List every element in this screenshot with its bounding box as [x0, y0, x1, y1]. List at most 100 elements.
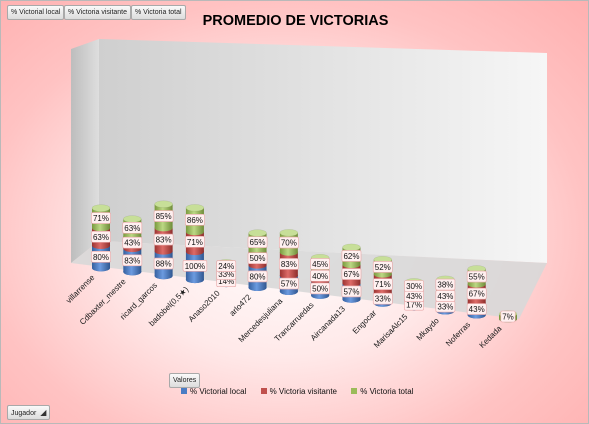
- data-label: 71%: [93, 214, 109, 223]
- field-button-victoria-total[interactable]: % Victoria total: [131, 5, 186, 20]
- data-label: 14%: [218, 277, 234, 286]
- bar-segment-cap: [92, 242, 110, 250]
- x-tick-label: villarrense: [64, 273, 97, 306]
- data-label: 43%: [469, 305, 485, 314]
- legend-swatch-blue: [181, 388, 187, 394]
- bar-segment-cap: [342, 280, 361, 287]
- data-label-bg: [247, 270, 268, 283]
- data-label: 7%: [502, 313, 514, 322]
- field-button-valores[interactable]: Valores: [169, 373, 201, 388]
- data-label: 33%: [437, 303, 453, 312]
- field-button-victorial-local[interactable]: % Victorial local: [7, 5, 65, 20]
- data-label: 65%: [250, 238, 266, 247]
- data-label: 57%: [281, 280, 297, 289]
- data-label: 33%: [375, 295, 391, 304]
- data-label-bg: [466, 270, 487, 283]
- legend-item-victoria-total: % Victoria total: [351, 387, 413, 396]
- bar-top: [279, 229, 299, 237]
- plot-area: 80% 63% 71% 83% 43% 63% 88% 83% 85% 100% 71% 86% 14%…: [64, 39, 547, 350]
- legend-label: % Victorial local: [190, 387, 247, 396]
- bar-segment-cap: [154, 224, 173, 232]
- bar-top: [91, 204, 111, 212]
- bar-segment-cap: [279, 288, 298, 295]
- data-label-bg: [341, 268, 362, 280]
- data-label-bg: [341, 285, 362, 298]
- data-label-bg: [247, 236, 268, 248]
- field-button-victoria-visitante[interactable]: % Victoria visitante: [64, 5, 132, 20]
- data-label-bg: [404, 280, 424, 292]
- data-label-bg: [91, 212, 111, 224]
- data-label: 55%: [469, 273, 485, 282]
- data-label: 17%: [406, 301, 422, 310]
- data-label: 63%: [124, 224, 140, 233]
- x-tick-label: Aircanada13: [309, 304, 348, 343]
- legend-item-victorial-local: % Victorial local: [181, 387, 246, 396]
- x-tick-label: Kedada: [478, 324, 504, 350]
- bar-segment-cap: [185, 276, 204, 284]
- data-label: 70%: [281, 239, 297, 248]
- data-label: 80%: [250, 272, 266, 281]
- bar-top: [123, 215, 142, 223]
- legend-label: % Victoria total: [360, 387, 414, 396]
- bar-segment-cap: [123, 268, 142, 276]
- legend: % Victorial local % Victoria visitante %…: [181, 387, 425, 396]
- data-label-bg: [185, 214, 205, 226]
- bar-stacks: 80% 63% 71% 83% 43% 63% 88% 83% 85% 100% 71% 86% 14%…: [91, 200, 518, 323]
- data-label: 80%: [93, 253, 109, 262]
- bar-stack: [154, 200, 173, 280]
- data-label: 38%: [437, 281, 453, 290]
- bar-segment-cap: [467, 280, 486, 288]
- data-label: 43%: [406, 292, 422, 301]
- bar-segment-cap: [248, 284, 267, 292]
- data-label-bg: [466, 287, 487, 300]
- data-label-bg: [278, 236, 299, 249]
- jugador-label: Jugador: [11, 410, 37, 417]
- data-label: 57%: [343, 287, 359, 296]
- data-label-bg: [310, 282, 331, 295]
- bar-top: [154, 200, 173, 208]
- data-label-bg: [341, 250, 362, 262]
- data-label: 24%: [218, 262, 234, 271]
- bar-top: [185, 204, 205, 212]
- data-label: 40%: [312, 272, 328, 281]
- data-label-bg: [182, 259, 208, 272]
- bar-segment-cap: [279, 248, 298, 256]
- data-label-bg: [372, 292, 393, 305]
- side-wall: [71, 39, 99, 263]
- data-label: 43%: [124, 239, 140, 248]
- data-label-bg: [310, 270, 331, 282]
- data-label-bg: [91, 230, 111, 243]
- data-label: 67%: [469, 290, 485, 299]
- bar-segment-cap: [154, 247, 173, 255]
- data-label-bg: [435, 290, 456, 302]
- data-label: 52%: [375, 263, 391, 272]
- data-label-bg: [185, 236, 205, 248]
- data-label-bg: [247, 252, 268, 265]
- data-label-bg: [372, 261, 393, 273]
- x-tick-label: Noferras: [444, 320, 472, 348]
- data-label: 33%: [218, 270, 234, 279]
- data-label: 85%: [156, 212, 172, 221]
- data-label-bg: [372, 278, 393, 290]
- legend-swatch-green: [351, 388, 358, 394]
- field-button-jugador[interactable]: Jugador ◢: [7, 405, 51, 420]
- data-label: 50%: [250, 254, 266, 263]
- data-label-bg: [216, 260, 237, 272]
- bar-top: [248, 229, 267, 237]
- legend-item-victoria-visitante: % Victoria visitante: [260, 387, 337, 396]
- data-label: 100%: [185, 262, 205, 271]
- data-label-bg: [122, 222, 143, 234]
- data-label-bg: [122, 236, 143, 249]
- legend-area: Valores % Victorial local % Victoria vis…: [1, 361, 588, 401]
- data-label: 83%: [124, 256, 140, 265]
- data-label-bg: [153, 210, 174, 222]
- x-tick-label: arlo472: [228, 292, 254, 318]
- x-tick-label: MarisaAlc15: [372, 312, 410, 350]
- bar-segment-cap: [342, 295, 361, 303]
- data-label: 50%: [312, 284, 328, 293]
- legend-swatch-red: [260, 388, 267, 394]
- data-label: 71%: [375, 280, 391, 289]
- legend-label: % Victoria visitante: [269, 387, 337, 396]
- data-label-bg: [466, 303, 487, 315]
